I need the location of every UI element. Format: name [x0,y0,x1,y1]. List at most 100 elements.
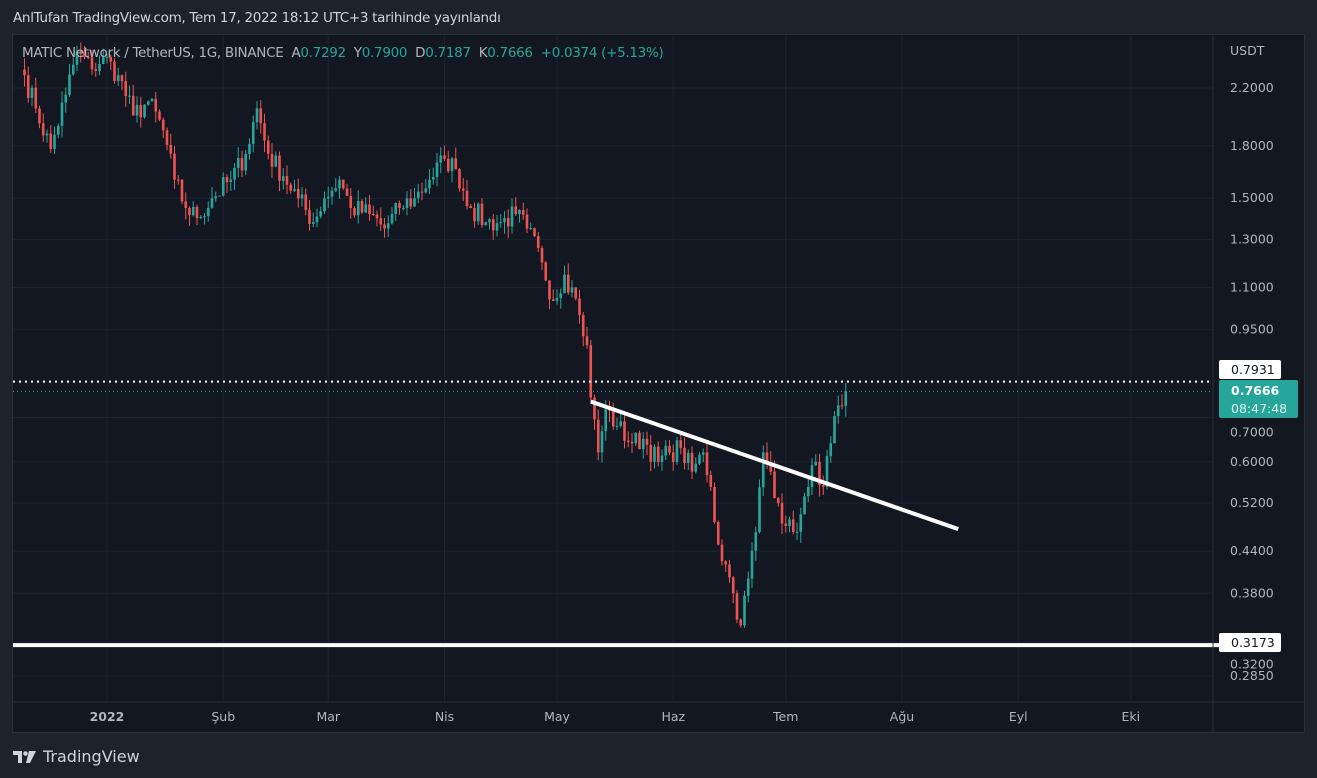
candle-down [525,214,529,229]
candle-up [604,409,608,432]
candle-down [649,444,653,462]
candle-up [326,196,330,199]
candle-up [836,405,840,417]
candle-up [116,75,120,81]
candle-up [600,431,604,453]
candle-down [506,218,510,227]
candle-down [574,287,578,299]
candle-up [45,133,49,136]
symbol-name[interactable]: MATIC Network / TetherUS, 1G, BINANCE [22,45,284,61]
candle-up [570,287,574,293]
candle-up [825,456,829,487]
time-tick-label: Ağu [890,709,914,724]
candle-down [581,314,585,337]
candle-up [555,297,559,301]
candle-up [518,210,521,215]
candle-up [428,179,431,189]
candle-down [79,51,83,53]
candle-up [98,63,101,72]
candle-down [285,176,289,185]
candle-down [165,130,169,145]
candle-down [308,209,311,224]
candle-down [671,452,675,462]
candle-down [173,153,176,180]
candle-down [278,155,281,181]
candle-up [563,274,566,294]
candle-down [638,432,641,450]
candle-up [221,177,225,196]
candle-up [68,74,71,95]
candle-up [844,391,848,406]
candle-up [660,455,664,462]
candle-down [109,56,113,62]
candle-down [705,452,709,476]
tradingview-brand[interactable]: TradingView [13,747,140,766]
price-tick-label: 0.6000 [1230,454,1274,469]
candle-down [473,208,476,222]
price-axis[interactable]: 2.2000 1.8000 1.5000 1.3000 1.1000 0.9500 0.70… [1230,80,1274,683]
candle-up [236,158,240,168]
publish-info: AnlTufan TradingView.com, Tem 17, 2022 1… [13,10,501,26]
candle-up [439,155,443,163]
price-tick-label: 1.1000 [1230,279,1274,294]
candle-up [488,219,491,223]
candle-up [476,203,480,222]
brand-name: TradingView [43,747,140,766]
candle-up [293,188,296,191]
candle-up [394,203,398,214]
candle-up [829,443,833,457]
candle-down [551,299,555,301]
candle-up [128,95,131,97]
candle-down [26,75,30,98]
time-tick-label: Eki [1121,709,1140,724]
candle-down [840,405,844,407]
candle-up [75,51,79,65]
candle-down [371,214,375,216]
chart-panel[interactable] [12,34,1305,733]
candle-down [731,577,735,594]
candle-down [480,203,484,226]
candles [23,42,848,628]
candle-down [491,219,495,231]
time-tick-label: 2022 [90,709,125,724]
tradingview-logo-icon [13,750,36,763]
candle-down [645,438,649,445]
candle-down [184,201,188,209]
candle-up [218,195,221,197]
time-axis[interactable]: 2022 Şub Mar Nis May Haz Tem Ağu Eyl Eki [90,709,1140,724]
candle-up [431,176,435,180]
candle-down [38,108,41,124]
candle-down [41,123,45,136]
high-marker-label: 0.7931 [1231,362,1275,377]
candle-down [461,188,465,191]
trendline [590,399,959,531]
candle-up [281,176,285,181]
candle-down [353,208,356,216]
candle-down [289,184,293,191]
candle-up [675,440,679,462]
candle-down [593,397,596,420]
candle-up [56,125,60,135]
candle-down [83,51,86,58]
candle-down [259,108,263,124]
candle-up [814,461,818,466]
candle-down [420,191,424,193]
candle-up [214,196,218,199]
candle-up [803,496,806,515]
candle-up [101,57,105,64]
candle-down [154,98,158,112]
price-tick-label: 1.5000 [1230,190,1274,205]
candle-up [274,155,278,167]
candle-down [536,236,540,248]
candle-down [113,61,116,81]
candle-up [746,578,750,596]
candle-up [686,452,690,463]
candle-up [529,228,533,230]
candle-down [773,471,776,499]
candle-down [188,208,191,216]
candle-down [443,155,446,159]
time-tick-label: Eyl [1009,709,1028,724]
candle-down [548,280,551,300]
candle-down [49,133,53,150]
